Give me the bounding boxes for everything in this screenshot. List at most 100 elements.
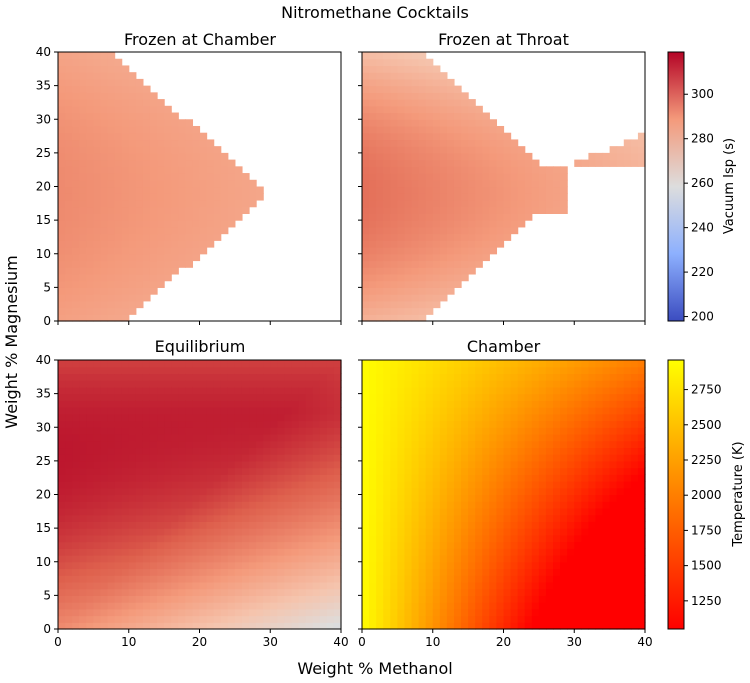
heatmap-cell	[128, 280, 137, 288]
heatmap-cell	[637, 581, 646, 590]
heatmap-cell	[157, 233, 165, 241]
y-tick-label: 10	[36, 247, 51, 261]
heatmap-cell	[404, 481, 413, 489]
heatmap-cell	[411, 373, 420, 381]
heatmap-cell	[263, 541, 271, 549]
heatmap-cell	[241, 615, 250, 623]
heatmap-cell	[249, 521, 257, 529]
heatmap-cell	[72, 260, 80, 268]
heatmap-cell	[65, 460, 73, 469]
heatmap-cell	[362, 413, 370, 422]
heatmap-cell	[425, 622, 434, 630]
heatmap-cell	[397, 366, 406, 375]
heatmap-cell	[524, 186, 533, 194]
heatmap-cell	[616, 528, 625, 536]
heatmap-cell	[256, 474, 264, 482]
heatmap-cell	[128, 501, 137, 509]
heatmap-cell	[411, 166, 420, 174]
heatmap-cell	[418, 159, 427, 167]
heatmap-cell	[369, 186, 377, 194]
heatmap-cell	[531, 386, 540, 395]
heatmap-cell	[107, 386, 116, 395]
heatmap-cell	[630, 507, 639, 516]
heatmap-cell	[545, 474, 554, 482]
heatmap-cell	[128, 447, 137, 455]
heatmap-cell	[616, 360, 625, 368]
heatmap-cell	[390, 447, 398, 455]
heatmap-cell	[171, 595, 179, 603]
heatmap-cell	[149, 568, 158, 576]
heatmap-cell	[171, 501, 179, 509]
heatmap-cell	[616, 608, 625, 617]
heatmap-cell	[114, 99, 123, 107]
heatmap-cell	[149, 447, 158, 455]
heatmap-cell	[171, 440, 179, 449]
heatmap-cell	[128, 595, 137, 603]
heatmap-cell	[630, 581, 639, 590]
heatmap-cell	[489, 487, 498, 496]
heatmap-cell	[432, 602, 441, 610]
heatmap-cell	[128, 615, 137, 623]
heatmap-cell	[79, 166, 87, 174]
heatmap-cell	[319, 494, 328, 502]
heatmap-cell	[107, 427, 116, 435]
heatmap-cell	[142, 427, 151, 435]
heatmap-cell	[93, 213, 102, 221]
heatmap-cell	[383, 602, 391, 610]
heatmap-cell	[475, 407, 483, 415]
heatmap-cell	[574, 460, 582, 469]
heatmap-cell	[128, 481, 137, 489]
heatmap-cell	[121, 92, 130, 100]
heatmap-cell	[100, 253, 109, 262]
heatmap-cell	[489, 427, 498, 435]
heatmap-cell	[149, 454, 158, 462]
heatmap-cell	[418, 58, 427, 67]
heatmap-cell	[468, 206, 476, 214]
heatmap-cell	[545, 413, 554, 422]
heatmap-cell	[65, 253, 73, 262]
heatmap-cell	[319, 555, 328, 563]
heatmap-cell	[164, 380, 172, 388]
heatmap-cell	[213, 507, 222, 516]
heatmap-cell	[121, 199, 130, 208]
heatmap-cell	[128, 413, 137, 422]
heatmap-cell	[199, 220, 208, 228]
heatmap-cell	[107, 78, 116, 87]
heatmap-cell	[121, 581, 130, 590]
heatmap-cell	[149, 427, 158, 435]
heatmap-cell	[298, 622, 307, 630]
heatmap-cell	[58, 85, 66, 93]
heatmap-cell	[114, 65, 123, 73]
heatmap-cell	[128, 528, 137, 536]
heatmap-cell	[121, 233, 130, 241]
heatmap-cell	[185, 528, 194, 536]
heatmap-cell	[121, 440, 130, 449]
heatmap-cell	[291, 407, 300, 415]
heatmap-cell	[503, 507, 512, 516]
heatmap-cell	[574, 581, 582, 590]
heatmap-cell	[524, 407, 533, 415]
heatmap-cell	[453, 447, 462, 455]
heatmap-cell	[510, 548, 519, 556]
heatmap-cell	[58, 413, 66, 422]
heatmap-cell	[390, 595, 398, 603]
heatmap-cell	[461, 407, 469, 415]
heatmap-cell	[616, 548, 625, 556]
heatmap-cell	[58, 206, 66, 214]
heatmap-cell	[319, 514, 328, 522]
heatmap-cell	[475, 534, 483, 543]
heatmap-cell	[468, 427, 476, 435]
heatmap-cell	[206, 366, 215, 375]
heatmap-cell	[65, 213, 73, 221]
heatmap-cell	[149, 132, 158, 141]
heatmap-cell	[637, 555, 646, 563]
heatmap-cell	[249, 507, 257, 516]
heatmap-cell	[453, 622, 462, 630]
heatmap-cell	[630, 595, 639, 603]
heatmap-cell	[503, 380, 512, 388]
heatmap-cell	[93, 400, 102, 408]
heatmap-cell	[425, 588, 434, 596]
heatmap-cell	[86, 581, 94, 590]
heatmap-cell	[206, 608, 215, 617]
heatmap-cell	[100, 132, 109, 141]
